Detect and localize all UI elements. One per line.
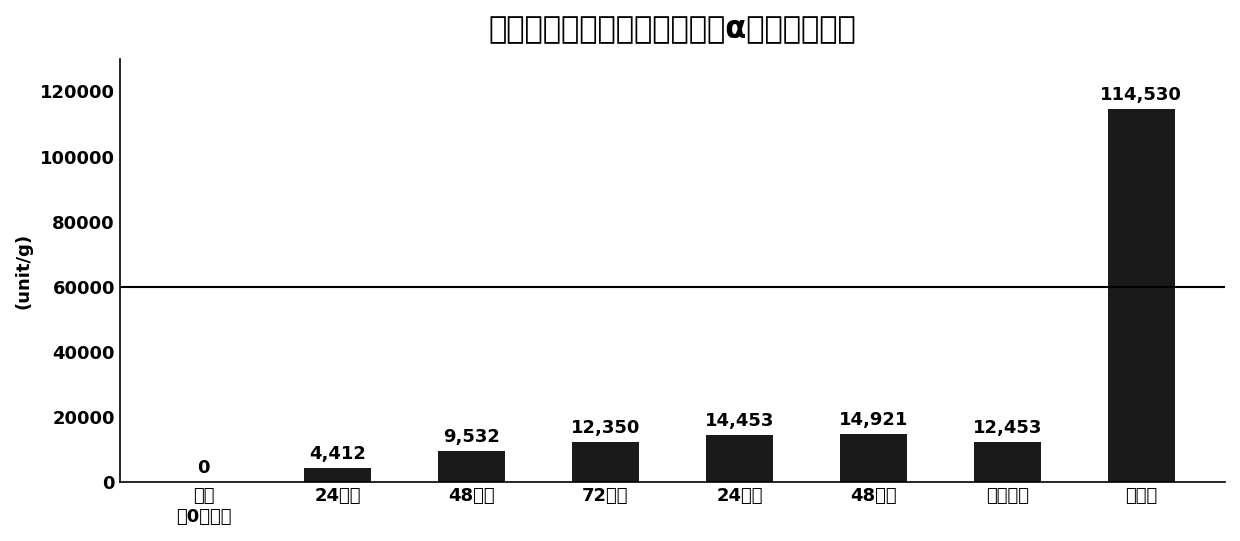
Bar (438, 451, 505, 483)
Text: 14,453: 14,453 (704, 412, 774, 431)
Bar (973, 442, 1040, 483)
Bar (572, 442, 639, 483)
Bar (839, 434, 906, 483)
Text: 0: 0 (197, 459, 210, 478)
Title: 不同工序步骤的大豆组合物的α淀粉酶酶活性: 不同工序步骤的大豆组合物的α淀粉酶酶活性 (489, 15, 857, 44)
Bar (304, 468, 371, 483)
Text: 12,350: 12,350 (570, 419, 640, 437)
Text: 4,412: 4,412 (309, 445, 366, 463)
Y-axis label: (unit/g): (unit/g) (15, 233, 33, 309)
Bar (1107, 109, 1174, 483)
Text: 14,921: 14,921 (838, 411, 908, 429)
Bar (706, 436, 773, 483)
Text: 9,532: 9,532 (443, 428, 500, 446)
Text: 12,453: 12,453 (972, 419, 1042, 437)
Text: 114,530: 114,530 (1100, 87, 1182, 104)
